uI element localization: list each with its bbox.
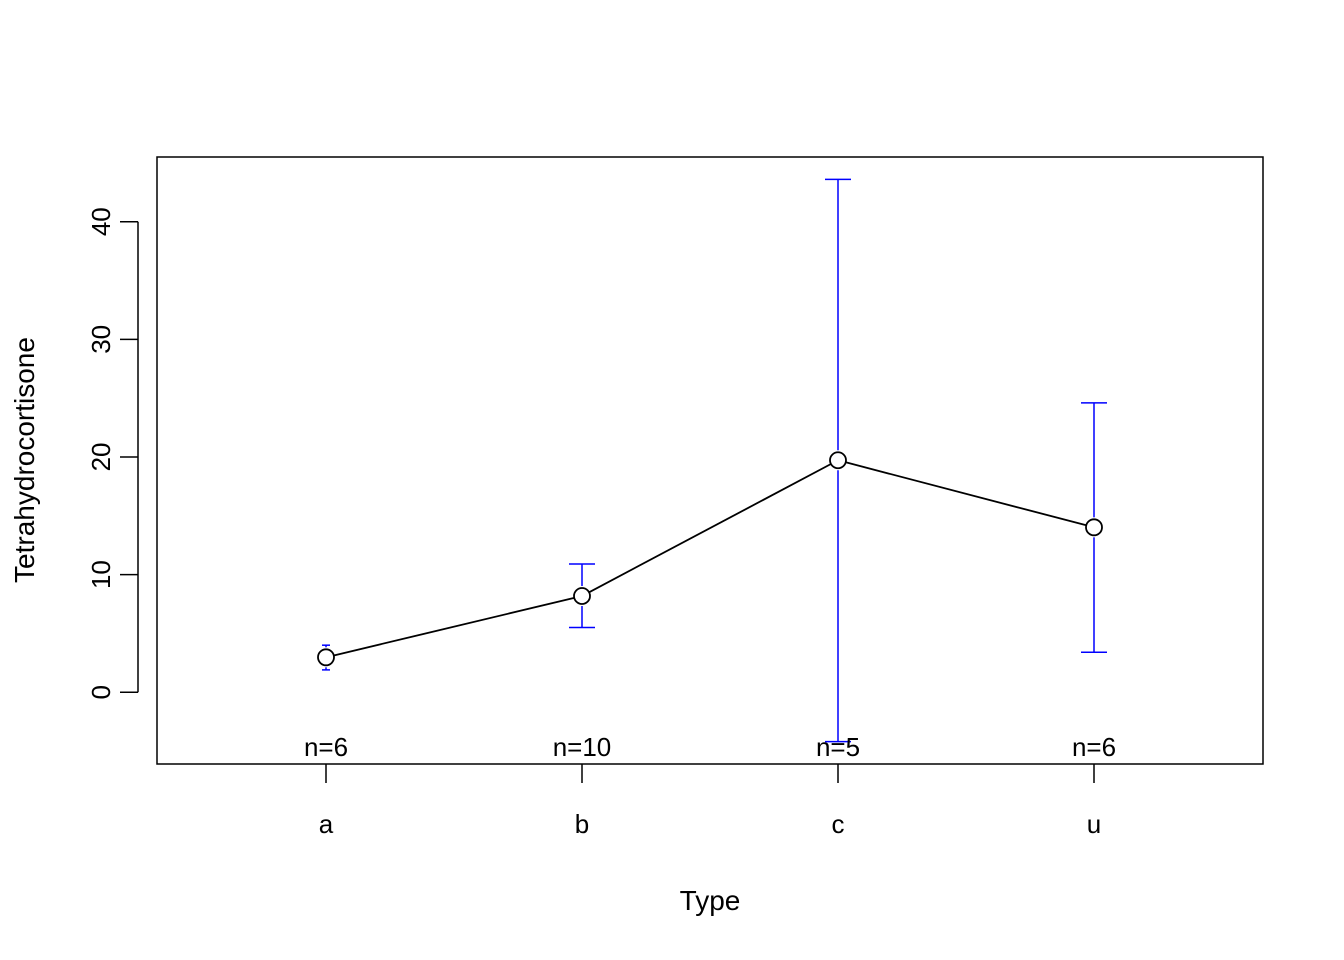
- line-segment: [588, 463, 832, 594]
- n-label: n=6: [1072, 732, 1116, 762]
- y-tick-label: 30: [86, 325, 116, 354]
- y-tick-label: 20: [86, 443, 116, 472]
- error-bar: [322, 644, 330, 671]
- x-tick-label: u: [1087, 809, 1101, 839]
- n-label: n=5: [816, 732, 860, 762]
- line-segment: [845, 461, 1087, 527]
- error-bar: [1081, 402, 1107, 653]
- error-bar: [825, 178, 851, 743]
- n-label: n=6: [304, 732, 348, 762]
- points: [317, 451, 1103, 667]
- x-tick-label: a: [319, 809, 334, 839]
- x-tick-label: c: [832, 809, 845, 839]
- data-point: [317, 648, 335, 667]
- line-segment: [333, 597, 575, 657]
- data-point: [829, 451, 847, 470]
- y-tick-label: 0: [86, 685, 116, 699]
- y-tick-label: 40: [86, 207, 116, 236]
- error-bars: [322, 178, 1107, 743]
- n-labels: n=6 n=10 n=5 n=6: [304, 732, 1116, 762]
- y-tick-label: 10: [86, 560, 116, 589]
- y-axis-title: Tetrahydrocortisone: [9, 337, 40, 583]
- n-label: n=10: [553, 732, 612, 762]
- error-bar: [569, 563, 595, 629]
- x-tick-label: b: [575, 809, 589, 839]
- y-axis: 0 10 20 30 40: [86, 207, 139, 699]
- data-point: [573, 587, 591, 605]
- data-point: [1085, 518, 1103, 537]
- x-axis-title: Type: [680, 885, 741, 916]
- plot-frame: [156, 156, 1264, 765]
- series-line: [333, 461, 1087, 657]
